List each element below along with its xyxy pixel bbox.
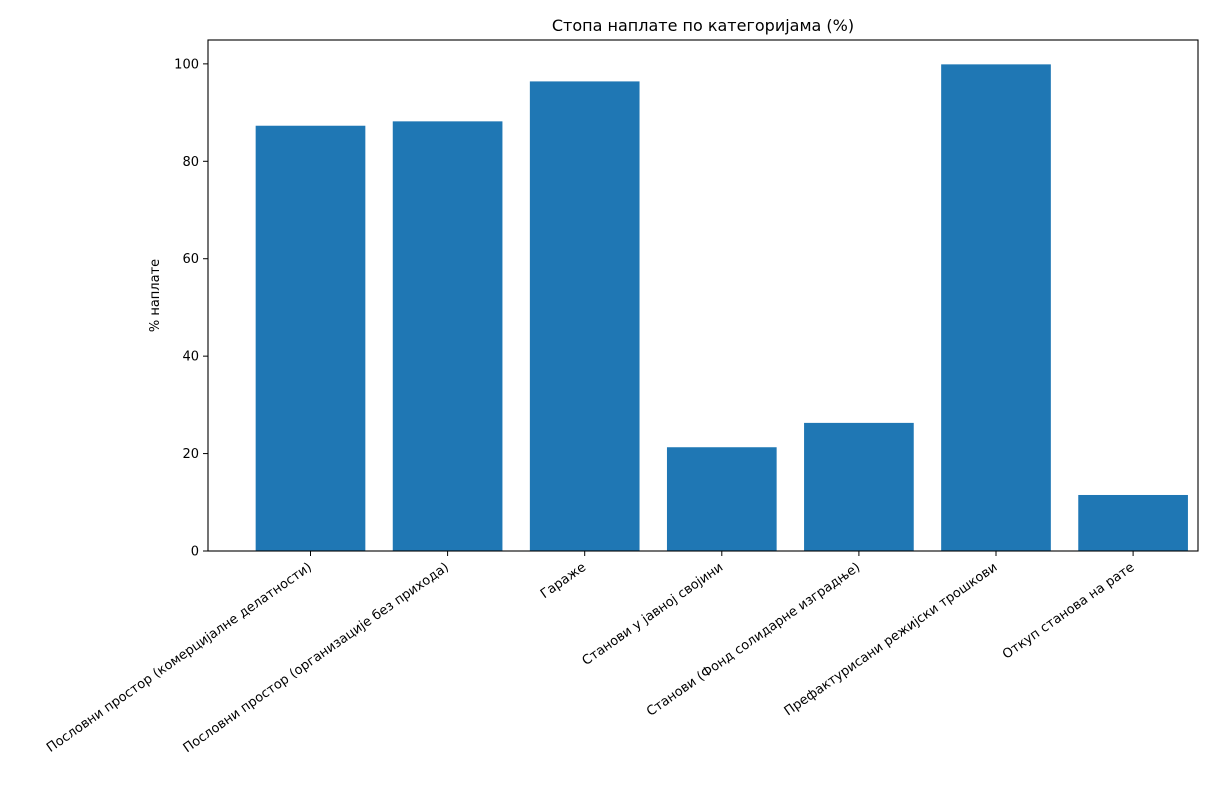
x-axis: Пословни простор (комерцијалне делатност…: [44, 551, 1137, 756]
y-axis: 0 20 40 60 80 100: [174, 57, 208, 560]
bar-6: [941, 64, 1051, 551]
x-tick-label-3: Гараже: [538, 560, 589, 602]
x-tick-label-2: Пословни простор (организације без прихо…: [181, 560, 452, 756]
x-tick-label-5: Станови (Фонд солидарне изградње): [644, 560, 863, 720]
y-tick-label-3: 40: [182, 350, 199, 365]
x-tick-label-1: Пословни простор (комерцијалне делатност…: [44, 560, 315, 756]
bars-group: [255, 64, 1188, 552]
x-tick-label-4: Станови у јавној својини: [580, 560, 727, 669]
bar-1: [255, 125, 366, 551]
y-tick-label-2: 20: [182, 447, 199, 462]
bar-7: [1078, 494, 1188, 551]
bar-3: [529, 81, 640, 551]
plot-frame: [207, 39, 1199, 552]
bar-5: [804, 422, 914, 551]
y-tick-label-6: 100: [174, 57, 199, 72]
y-axis-label: % наплате: [148, 259, 163, 332]
bar-4: [666, 447, 777, 551]
bar-2: [392, 121, 503, 552]
y-tick-label-1: 0: [191, 545, 199, 560]
x-tick-label-7: Откуп станова на рате: [1000, 560, 1137, 663]
x-tick-label-6: Префактурисани режијски трошкови: [782, 560, 1001, 719]
y-tick-label-5: 80: [182, 155, 199, 170]
chart-title: Стопа наплате по категоријама (%): [552, 16, 854, 35]
y-tick-label-4: 60: [182, 252, 199, 267]
